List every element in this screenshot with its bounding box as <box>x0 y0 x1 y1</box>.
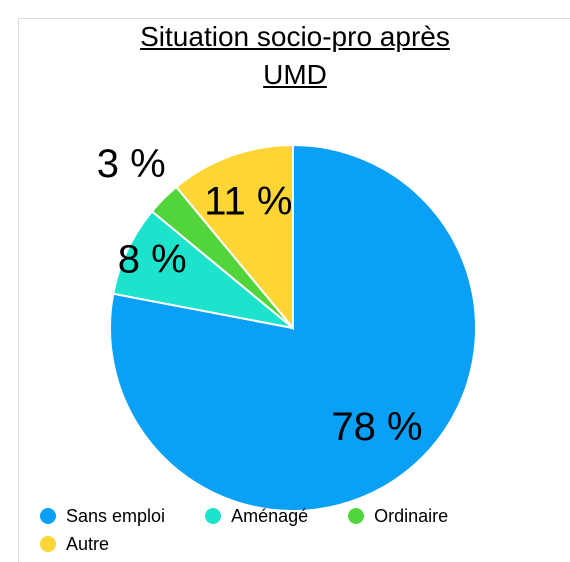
data-label: 3 % <box>97 142 166 186</box>
legend-swatch <box>40 536 56 552</box>
pie-slice <box>174 143 294 331</box>
legend: Sans emploi Aménagé Ordinaire Autre <box>40 504 550 556</box>
pie-slice <box>112 209 294 329</box>
legend-item: Aménagé <box>205 504 308 528</box>
chart-title: Situation socio-pro après UMD <box>140 21 450 90</box>
legend-item: Ordinaire <box>348 504 448 528</box>
legend-item: Sans emploi <box>40 504 165 528</box>
legend-label: Aménagé <box>231 505 309 526</box>
data-label: 8 % <box>118 237 187 281</box>
legend-swatch <box>205 508 222 524</box>
legend-label: Autre <box>66 533 110 554</box>
legend-label: Sans emploi <box>66 505 166 526</box>
data-label: 78 % <box>331 405 422 449</box>
legend-swatch <box>348 508 365 524</box>
legend-swatch <box>40 508 56 524</box>
frame <box>18 18 570 562</box>
legend-item: Autre <box>40 532 109 556</box>
pie-slice <box>109 143 477 512</box>
legend-label: Ordinaire <box>374 505 449 526</box>
data-label: 11 % <box>204 180 292 224</box>
